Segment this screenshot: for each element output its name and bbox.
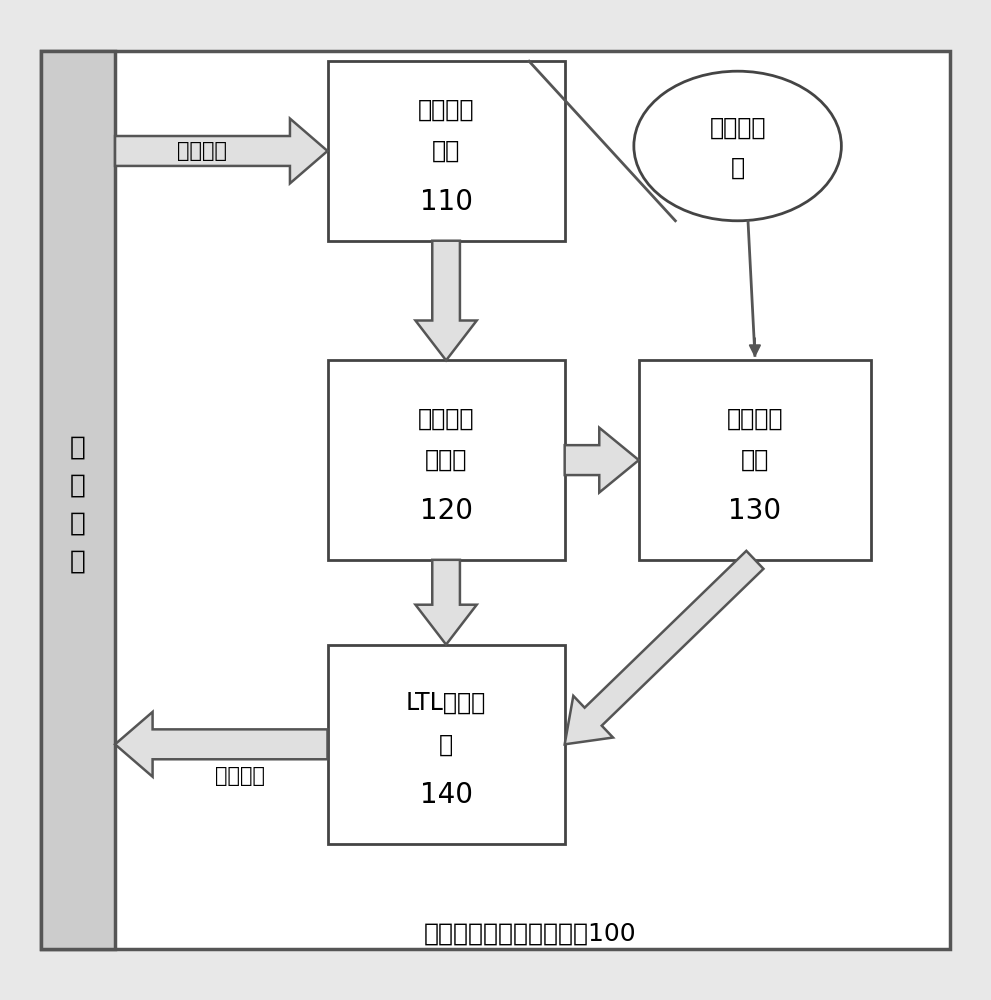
Text: 微控制器运行时验证系统100: 微控制器运行时验证系统100 — [424, 922, 636, 946]
Text: 原子命题: 原子命题 — [710, 116, 766, 140]
Text: 110: 110 — [419, 188, 473, 216]
FancyBboxPatch shape — [41, 51, 950, 949]
Text: 监听事件: 监听事件 — [177, 141, 228, 161]
Text: 140: 140 — [419, 781, 473, 809]
Text: 120: 120 — [419, 497, 473, 525]
Text: 事件接收: 事件接收 — [418, 97, 475, 121]
Text: 块: 块 — [439, 732, 453, 756]
FancyArrow shape — [115, 712, 327, 777]
FancyArrow shape — [565, 551, 763, 744]
Text: 微
控
制
器: 微 控 制 器 — [70, 435, 86, 575]
Text: 事件预处: 事件预处 — [418, 406, 475, 430]
FancyBboxPatch shape — [327, 360, 565, 560]
FancyArrow shape — [565, 428, 639, 493]
FancyBboxPatch shape — [41, 51, 115, 949]
Text: 理模块: 理模块 — [425, 448, 468, 472]
FancyArrow shape — [115, 119, 327, 183]
Text: 反馈结果: 反馈结果 — [215, 766, 265, 786]
Text: 集: 集 — [730, 156, 744, 180]
Text: 用户编辑: 用户编辑 — [726, 406, 783, 430]
Text: LTL验证模: LTL验证模 — [406, 691, 487, 715]
FancyBboxPatch shape — [327, 61, 565, 241]
FancyBboxPatch shape — [639, 360, 871, 560]
Ellipse shape — [634, 71, 841, 221]
FancyArrow shape — [415, 560, 477, 645]
Text: 模块: 模块 — [741, 448, 769, 472]
FancyArrow shape — [415, 241, 477, 360]
Text: 130: 130 — [728, 497, 782, 525]
FancyBboxPatch shape — [327, 645, 565, 844]
Text: 模块: 模块 — [432, 139, 460, 163]
